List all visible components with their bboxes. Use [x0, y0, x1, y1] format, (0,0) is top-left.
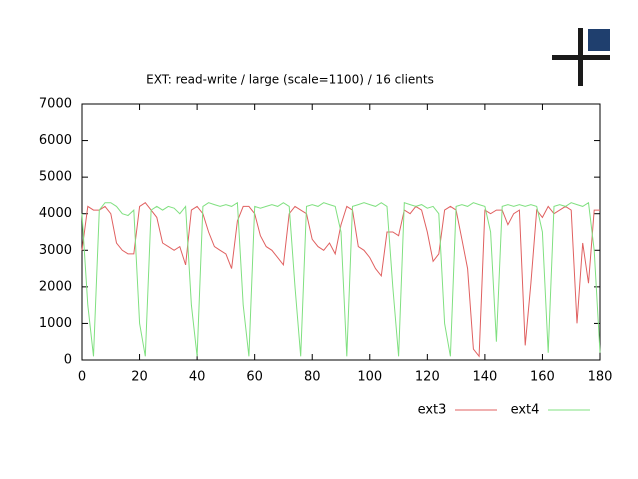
series-line [81, 201, 601, 357]
y-tick-label: 3000 [39, 243, 72, 258]
x-tick-label: 100 [357, 370, 382, 385]
logo-bar [552, 55, 610, 60]
x-tick-label: 20 [131, 370, 148, 385]
series-line [81, 202, 600, 358]
y-tick-label: 5000 [39, 170, 72, 185]
x-tick-label: 180 [588, 370, 613, 385]
y-tick-label: 1000 [39, 316, 72, 331]
x-tick-label: 0 [78, 370, 86, 385]
y-tick-label: 2000 [39, 279, 72, 294]
logo [552, 28, 610, 86]
x-tick-label: 120 [415, 370, 440, 385]
legend-label: ext3 [418, 403, 447, 418]
y-tick-label: 6000 [39, 133, 72, 148]
chart-title: EXT: read-write / large (scale=1100) / 1… [146, 73, 434, 87]
y-tick-label: 7000 [39, 97, 72, 112]
x-tick-label: 60 [246, 370, 263, 385]
x-tick-label: 40 [189, 370, 206, 385]
x-tick-label: 140 [472, 370, 497, 385]
logo-square [588, 29, 610, 51]
y-tick-label: 0 [64, 353, 72, 368]
y-tick-label: 4000 [39, 206, 72, 221]
x-tick-label: 160 [530, 370, 555, 385]
legend-label: ext4 [511, 403, 540, 418]
plot-frame [81, 103, 601, 361]
x-tick-label: 80 [304, 370, 321, 385]
